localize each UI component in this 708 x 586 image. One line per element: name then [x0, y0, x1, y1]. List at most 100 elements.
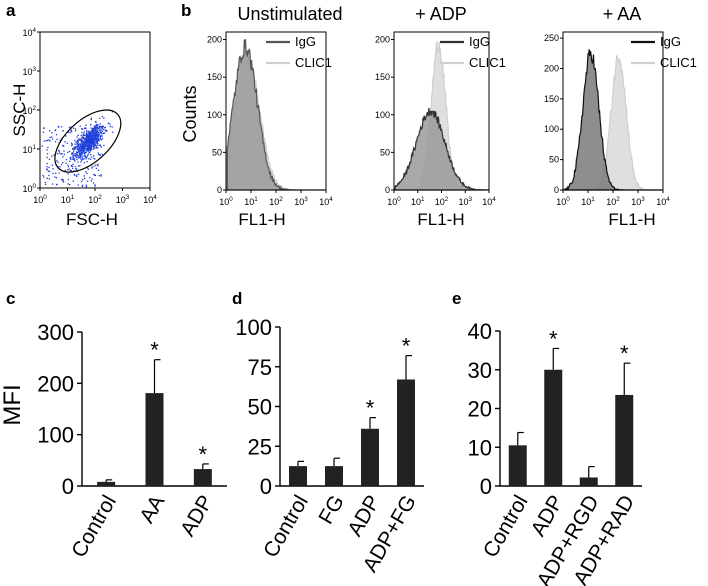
scatter-point: [111, 126, 113, 128]
scatter-point: [81, 128, 83, 130]
scatter-point: [68, 168, 70, 170]
scatter-point: [75, 156, 77, 158]
scatter-point: [47, 146, 49, 148]
scatter-point: [88, 146, 91, 149]
scatter-point: [77, 140, 79, 142]
scatter-point: [51, 132, 53, 134]
scatter-point: [64, 169, 66, 172]
scatter-point: [93, 146, 95, 148]
scatter-point: [92, 182, 95, 184]
scatter-point: [97, 138, 99, 141]
scatter-point: [77, 157, 80, 159]
scatter-point: [90, 140, 92, 142]
x-tick-label: 100: [556, 196, 570, 207]
bar-adp: [544, 369, 563, 486]
scatter-point: [90, 146, 92, 148]
scatter-point: [81, 143, 83, 145]
panel-a-scatter-plot: SSC-H FSC-H 100 101 102 103 104 100 101 102 103 1…: [10, 27, 157, 229]
scatter-point: [93, 138, 95, 141]
scatter-point: [98, 140, 100, 142]
x-category-label: Control: [67, 491, 121, 561]
scatter-point: [95, 131, 97, 133]
scatter-point: [86, 141, 88, 143]
scatter-point: [91, 167, 93, 169]
scatter-point: [90, 124, 92, 126]
scatter-point: [81, 157, 83, 159]
scatter-point: [64, 141, 66, 143]
y-tick-label: 101: [22, 144, 36, 155]
scatter-point: [90, 127, 92, 129]
scatter-point: [48, 174, 50, 177]
scatter-point: [69, 184, 71, 186]
scatter-point: [78, 143, 80, 145]
scatter-point: [90, 147, 93, 149]
scatter-point: [82, 142, 85, 144]
scatter-point: [78, 146, 80, 148]
scatter-point: [81, 145, 83, 147]
scatter-point: [76, 145, 79, 148]
scatter-point: [80, 161, 82, 163]
scatter-point: [78, 173, 80, 175]
scatter-point: [58, 172, 60, 174]
scatter-point: [79, 154, 81, 156]
y-tick-label: 0: [480, 474, 492, 499]
scatter-point: [46, 149, 48, 151]
y-tick-label: 0: [385, 185, 390, 195]
scatter-point: [92, 133, 94, 135]
scatter-point: [62, 179, 64, 181]
x-category-label: FG: [314, 491, 349, 528]
scatter-point: [90, 118, 92, 121]
scatter-point: [102, 129, 105, 131]
scatter-point: [73, 146, 75, 149]
scatter-point: [67, 164, 69, 166]
scatter-point: [94, 147, 96, 149]
scatter-point: [79, 152, 81, 155]
scatter-point: [89, 145, 92, 147]
scatter-point: [85, 184, 87, 186]
bar-fg: [325, 466, 343, 486]
scatter-point: [61, 153, 63, 155]
scatter-point: [102, 125, 104, 128]
scatter-point: [43, 127, 45, 129]
scatter-point: [89, 148, 91, 150]
scatter-point: [98, 153, 100, 156]
scatter-point: [85, 143, 87, 145]
scatter-point: [48, 178, 50, 180]
scatter-point: [88, 134, 90, 136]
scatter-point: [100, 126, 102, 128]
y-tick-label: 20: [468, 397, 492, 422]
scatter-point: [86, 155, 89, 157]
scatter-point: [62, 145, 64, 147]
x-tick-label: 100: [219, 196, 233, 207]
scatter-point: [83, 134, 85, 136]
scatter-point: [97, 127, 99, 129]
x-tick-label: 101: [61, 194, 75, 205]
scatter-point: [89, 144, 92, 146]
scatter-point: [74, 139, 76, 142]
scatter-point: [96, 128, 99, 130]
scatter-point: [75, 168, 77, 170]
scatter-point: [92, 130, 94, 132]
x-tick-label: 103: [631, 196, 645, 207]
scatter-point: [88, 142, 90, 144]
scatter-point: [74, 152, 76, 155]
scatter-point: [91, 140, 93, 142]
scatter-point: [97, 152, 100, 154]
scatter-point: [90, 180, 93, 182]
scatter-point: [93, 127, 95, 129]
scatter-point: [66, 142, 68, 144]
scatter-point: [97, 163, 99, 166]
scatter-point: [93, 173, 95, 176]
scatter-point: [87, 137, 89, 139]
scatter-point: [100, 146, 102, 148]
scatter-point: [72, 158, 74, 160]
scatter-point: [95, 164, 97, 166]
scatter-point: [89, 136, 91, 138]
scatter-point: [87, 138, 89, 140]
y-tick-label: 200: [375, 35, 390, 45]
x-tick-label: 102: [269, 196, 283, 207]
scatter-point: [88, 132, 90, 134]
scatter-point: [84, 140, 86, 143]
scatter-point: [107, 122, 109, 124]
